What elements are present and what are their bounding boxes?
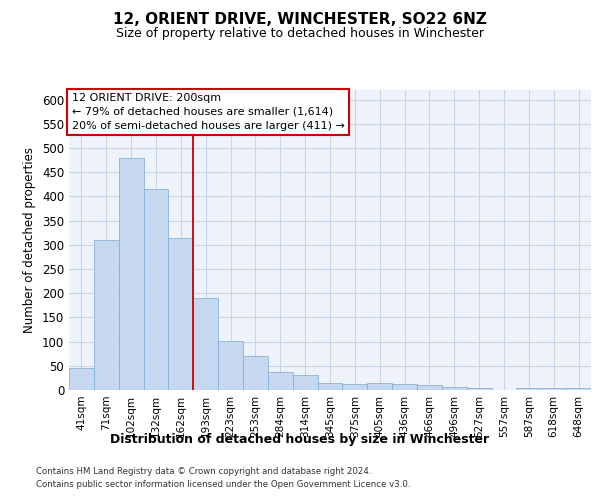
Bar: [566, 388, 591, 390]
Bar: [517, 388, 541, 390]
Bar: [243, 356, 268, 390]
Bar: [268, 372, 293, 390]
Bar: [417, 385, 442, 390]
Bar: [343, 384, 367, 390]
Text: Contains HM Land Registry data © Crown copyright and database right 2024.: Contains HM Land Registry data © Crown c…: [36, 467, 371, 476]
Bar: [392, 384, 417, 390]
Bar: [442, 387, 467, 390]
Text: 12, ORIENT DRIVE, WINCHESTER, SO22 6NZ: 12, ORIENT DRIVE, WINCHESTER, SO22 6NZ: [113, 12, 487, 28]
Bar: [218, 340, 243, 390]
Bar: [193, 298, 218, 390]
Bar: [317, 383, 343, 390]
Bar: [143, 189, 169, 390]
Text: Contains public sector information licensed under the Open Government Licence v3: Contains public sector information licen…: [36, 480, 410, 489]
Text: Distribution of detached houses by size in Winchester: Distribution of detached houses by size …: [110, 432, 490, 446]
Bar: [293, 376, 317, 390]
Bar: [169, 238, 193, 390]
Bar: [94, 240, 119, 390]
Text: Size of property relative to detached houses in Winchester: Size of property relative to detached ho…: [116, 28, 484, 40]
Bar: [367, 382, 392, 390]
Bar: [541, 388, 566, 390]
Bar: [119, 158, 143, 390]
Y-axis label: Number of detached properties: Number of detached properties: [23, 147, 37, 333]
Bar: [467, 388, 491, 390]
Bar: [69, 368, 94, 390]
Text: 12 ORIENT DRIVE: 200sqm
← 79% of detached houses are smaller (1,614)
20% of semi: 12 ORIENT DRIVE: 200sqm ← 79% of detache…: [71, 93, 344, 131]
